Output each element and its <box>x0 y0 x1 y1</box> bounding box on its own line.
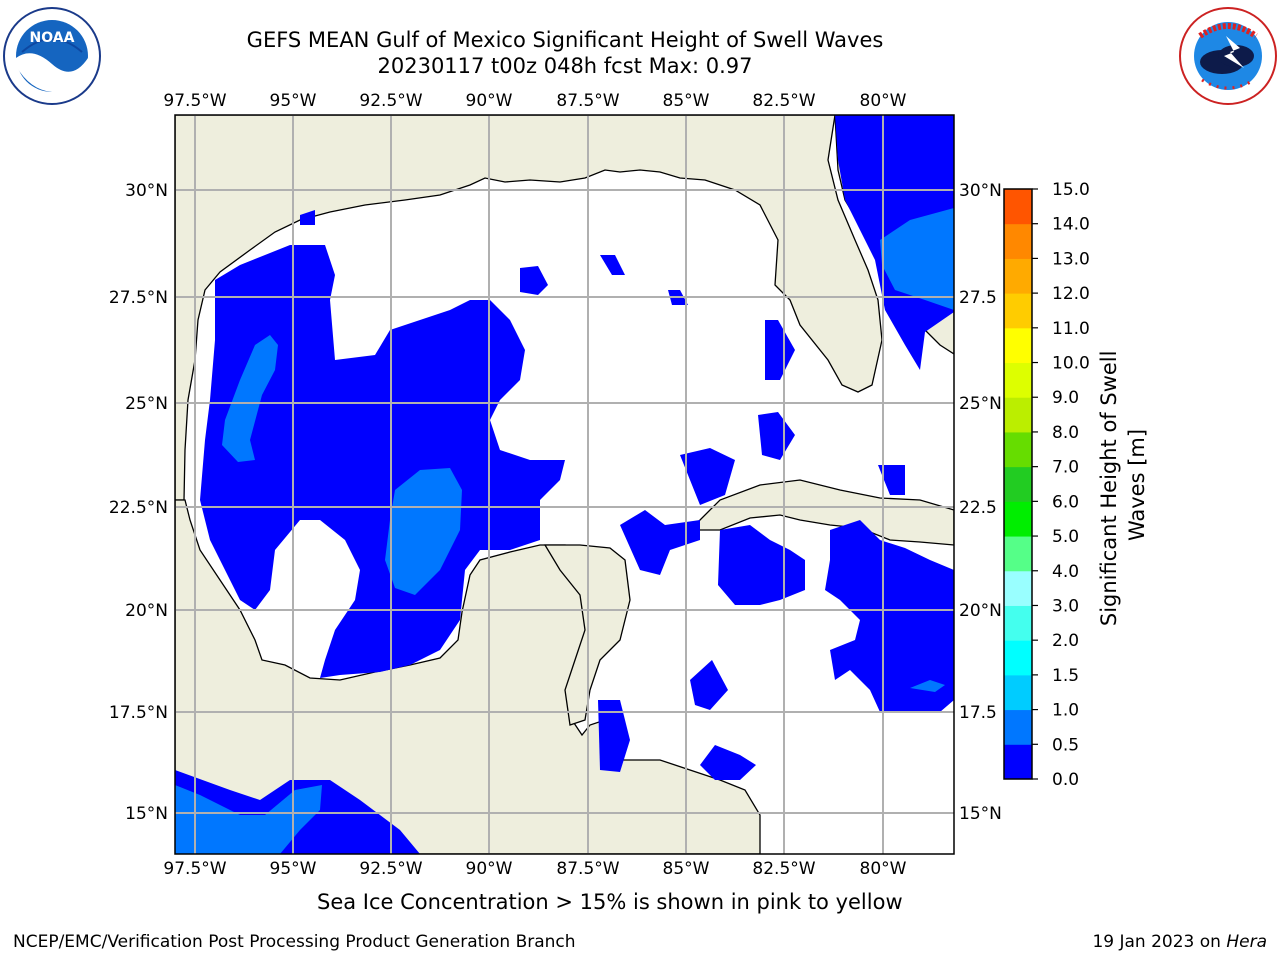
lon-label: 87.5°W <box>556 859 619 879</box>
colorbar-tick-label: 14.0 <box>1052 215 1090 235</box>
sea-ice-note: Sea Ice Concentration > 15% is shown in … <box>317 890 903 914</box>
colorbar-tick-label: 11.0 <box>1052 319 1090 339</box>
lon-label: 85°W <box>663 859 710 879</box>
lon-label: 85°W <box>663 91 710 111</box>
lat-label: 22.5°N <box>109 498 168 518</box>
lat-label: 30°N <box>959 181 1002 201</box>
noaa-logo-icon: NOAA <box>3 7 101 105</box>
lon-label: 82.5°W <box>752 91 815 111</box>
footer-credit: NCEP/EMC/Verification Post Processing Pr… <box>13 932 576 952</box>
lon-labels-bottom: 97.5°W 95°W 92.5°W 90°W 87.5°W 85°W 82.5… <box>163 859 906 879</box>
lat-label: 30°N <box>125 181 168 201</box>
footer-date-text: 19 Jan 2023 on <box>1092 932 1227 952</box>
lon-label: 95°W <box>270 859 317 879</box>
colorbar-tick-label: 4.0 <box>1052 562 1079 582</box>
lat-label: 20°N <box>959 601 1002 621</box>
colorbar-label: Significant Height of Swell Waves [m] <box>1097 344 1149 626</box>
colorbar-segment <box>1004 466 1032 502</box>
lat-label: 27.5 <box>959 288 997 308</box>
colorbar-segment <box>1004 362 1032 398</box>
colorbar-tick-label: 10.0 <box>1052 354 1090 374</box>
colorbar-tick-label: 3.0 <box>1052 596 1079 616</box>
lon-label: 90°W <box>466 859 513 879</box>
colorbar-label-line2: Waves [m] <box>1125 429 1149 541</box>
lon-labels-top: 97.5°W 95°W 92.5°W 90°W 87.5°W 85°W 82.5… <box>163 91 906 111</box>
colorbar-segment <box>1004 709 1032 745</box>
us-land <box>175 115 883 501</box>
colorbar-tick-label: 0.5 <box>1052 735 1079 755</box>
lat-label: 15°N <box>125 804 168 824</box>
lat-label: 17.5°N <box>109 703 168 723</box>
colorbar-frame <box>1003 188 1033 780</box>
colorbar-segment <box>1004 570 1032 606</box>
lon-label: 97.5°W <box>163 91 226 111</box>
chart-title: GEFS MEAN Gulf of Mexico Significant Hei… <box>246 28 884 52</box>
lon-label: 95°W <box>270 91 317 111</box>
colorbar-segment <box>1004 293 1032 329</box>
lat-label: 25°N <box>125 394 168 414</box>
colorbar-segment <box>1004 327 1032 364</box>
colorbar-tick-label: 15.0 <box>1052 180 1090 200</box>
colorbar-tick-label: 1.5 <box>1052 666 1079 686</box>
lat-label: 25°N <box>959 394 1002 414</box>
colorbar-segment <box>1004 674 1032 711</box>
colorbar-label-line1: Significant Height of Swell <box>1097 351 1121 627</box>
footer-host: Hera <box>1226 932 1267 952</box>
colorbar-tick-label: 1.0 <box>1052 701 1079 721</box>
lon-label: 87.5°W <box>556 91 619 111</box>
map-frame <box>174 114 955 855</box>
colorbar-segment <box>1004 536 1032 572</box>
map-panel <box>175 115 954 854</box>
colorbar-segment <box>1004 501 1032 537</box>
colorbar-segment <box>1004 189 1032 225</box>
noaa-logo-text: NOAA <box>30 30 75 46</box>
lon-label: 92.5°W <box>359 91 422 111</box>
colorbar-tick-label: 2.0 <box>1052 631 1079 651</box>
colorbar-segment <box>1004 605 1032 641</box>
lon-label: 80°W <box>860 859 907 879</box>
lon-label: 97.5°W <box>163 859 226 879</box>
lon-label: 90°W <box>466 91 513 111</box>
colorbar-segment <box>1004 640 1032 676</box>
lat-labels-right: 30°N 27.5 25°N 22.5 20°N 17.5 15°N <box>959 181 1002 824</box>
lat-label: 22.5 <box>959 498 997 518</box>
nws-logo-icon <box>1179 7 1277 105</box>
lon-label: 80°W <box>860 91 907 111</box>
colorbar-tick-label: 12.0 <box>1052 284 1090 304</box>
colorbar-tick-label: 9.0 <box>1052 388 1079 408</box>
colorbar-segment <box>1004 744 1032 780</box>
lat-label: 27.5°N <box>109 288 168 308</box>
colorbar-segment <box>1004 258 1032 294</box>
colorbar-segment <box>1004 431 1032 468</box>
colorbar-tick-label: 6.0 <box>1052 492 1079 512</box>
colorbar-tick-label: 0.0 <box>1052 770 1079 790</box>
lon-label: 82.5°W <box>752 859 815 879</box>
map-gridlines <box>175 115 954 854</box>
colorbar-tick-label: 7.0 <box>1052 458 1079 478</box>
colorbar-tick-label: 8.0 <box>1052 423 1079 443</box>
lon-label: 92.5°W <box>359 859 422 879</box>
swell-mid-band <box>175 208 954 854</box>
colorbar-ticks: 15.0 14.0 13.0 12.0 11.0 10.0 9.0 8.0 7.0 6.0 5.0 4… <box>1032 180 1090 790</box>
colorbar-segment <box>1004 397 1032 433</box>
footer-date: 19 Jan 2023 on Hera <box>1092 932 1267 952</box>
colorbar-segment <box>1004 223 1032 259</box>
lat-label: 20°N <box>125 601 168 621</box>
lat-label: 17.5 <box>959 703 997 723</box>
cuba-land <box>688 479 954 546</box>
colorbar <box>1003 188 1033 780</box>
lat-label: 15°N <box>959 804 1002 824</box>
colorbar-tick-label: 5.0 <box>1052 527 1079 547</box>
chart-subtitle: 20230117 t00z 048h fcst Max: 0.97 <box>377 54 753 78</box>
lat-labels-left: 30°N 27.5°N 25°N 22.5°N 20°N 17.5°N 15°N <box>109 181 168 824</box>
colorbar-tick-label: 13.0 <box>1052 249 1090 269</box>
